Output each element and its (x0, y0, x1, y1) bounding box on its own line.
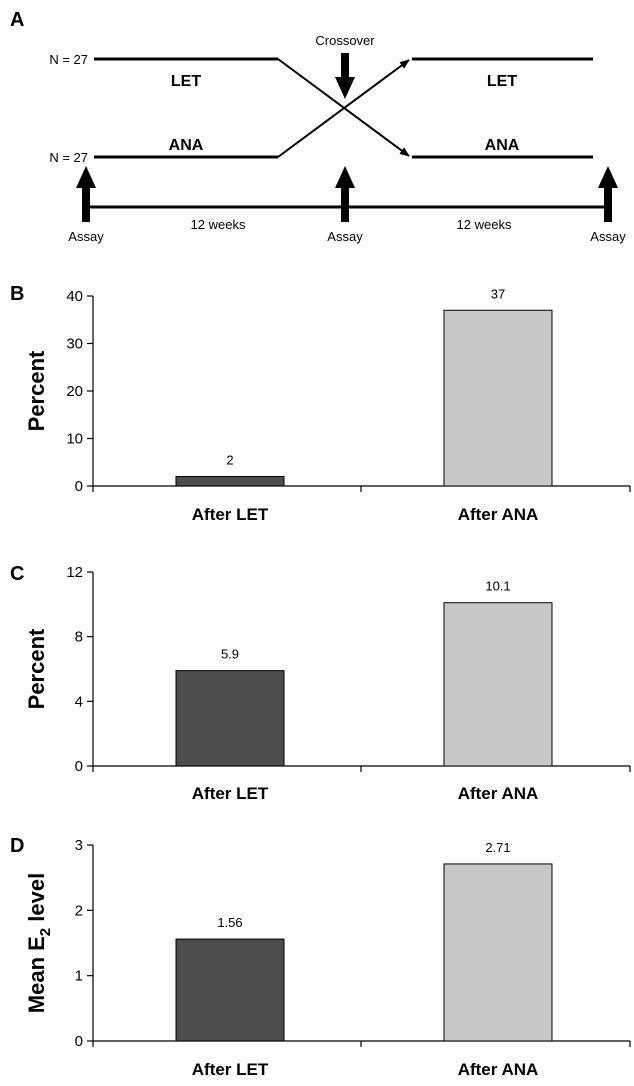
y-tick-label: 1 (75, 968, 83, 985)
ana-arm-label-2: ANA (485, 137, 520, 154)
y-tick-label: 0 (75, 478, 83, 495)
assay-arrow-1 (76, 166, 96, 222)
y-tick-label: 10 (66, 431, 83, 448)
crossover-label: Crossover (315, 33, 375, 48)
crossover-arrow-head (335, 77, 355, 99)
n-bottom-label: N = 27 (49, 150, 88, 165)
let-arm-label-1: LET (171, 73, 201, 90)
assay-arrow-2 (335, 166, 355, 222)
y-axis-title: Percent (24, 350, 49, 431)
bar-2 (443, 602, 553, 767)
y-axis-title-tail: level (24, 873, 49, 928)
category-label: After ANA (458, 1060, 539, 1079)
bar-2 (443, 309, 553, 487)
bar-1 (175, 938, 285, 1042)
bar-value-label: 1.56 (217, 915, 242, 930)
bar-2 (443, 863, 553, 1042)
let-arm-label-2: LET (487, 73, 517, 90)
category-label: After LET (192, 784, 269, 803)
y-tick-label: 30 (66, 336, 83, 353)
y-tick-label: 20 (66, 383, 83, 400)
ana-arm-label-1: ANA (169, 137, 204, 154)
bar-1 (175, 476, 285, 487)
bar-value-label: 2 (226, 453, 233, 468)
assay-label-1: Assay (68, 229, 104, 244)
y-tick-label: 2 (75, 902, 83, 919)
assay-label-2: Assay (327, 229, 363, 244)
category-label: After LET (192, 505, 269, 524)
period-2-label: 12 weeks (457, 217, 512, 232)
panel-a-letter: A (10, 9, 24, 31)
y-axis-title-main: Mean E (24, 936, 49, 1013)
period-1-label: 12 weeks (191, 217, 246, 232)
assay-arrow-3 (598, 166, 618, 222)
y-axis-title-main: Percent (24, 628, 49, 709)
y-tick-label: 40 (66, 288, 83, 305)
n-top-label: N = 27 (49, 52, 88, 67)
assay-label-3: Assay (590, 229, 626, 244)
panel-c-chart: C 0 4 8 12 5.9 After LET 10.1 After ANA Percent (10, 563, 631, 803)
bar-value-label: 2.71 (485, 840, 510, 855)
y-tick-label: 0 (75, 758, 83, 775)
y-tick-label: 8 (75, 629, 83, 646)
panel-b-chart: B 0 10 20 30 40 2 After LET 37 After ANA Percent (10, 283, 631, 524)
y-tick-label: 4 (75, 693, 83, 710)
cross-line-ana-to-let (277, 59, 410, 158)
bar-value-label: 37 (491, 286, 505, 301)
y-axis-title-subscript: 2 (37, 928, 54, 936)
category-label: After ANA (458, 505, 539, 524)
panel-a-diagram: A Crossover N = 27 N = 27 LET ANA LET AN… (10, 9, 626, 244)
bar-value-label: 10.1 (485, 579, 510, 594)
panel-b-letter: B (10, 283, 24, 305)
panel-c-letter: C (10, 563, 24, 585)
bar-value-label: 5.9 (221, 647, 239, 662)
y-tick-label: 0 (75, 1033, 83, 1050)
y-axis-title: Percent (24, 628, 49, 709)
category-label: After ANA (458, 784, 539, 803)
y-axis-title: Mean E2 level (24, 873, 54, 1013)
chart-b-plot: 0 10 20 30 40 2 After LET 37 After ANA Percent (24, 286, 631, 524)
y-axis-title-main: Percent (24, 350, 49, 431)
crossover-arrow-shaft (341, 53, 349, 81)
bar-1 (175, 670, 285, 767)
chart-c-plot: 0 4 8 12 5.9 After LET 10.1 After ANA Percent (24, 564, 631, 803)
panel-d-chart: D 0 1 2 3 1.56 After LET 2.71 After ANA Mean E2 … (10, 835, 631, 1079)
panel-d-letter: D (10, 835, 24, 857)
category-label: After LET (192, 1060, 269, 1079)
y-tick-label: 12 (66, 564, 83, 581)
y-tick-label: 3 (75, 837, 83, 854)
